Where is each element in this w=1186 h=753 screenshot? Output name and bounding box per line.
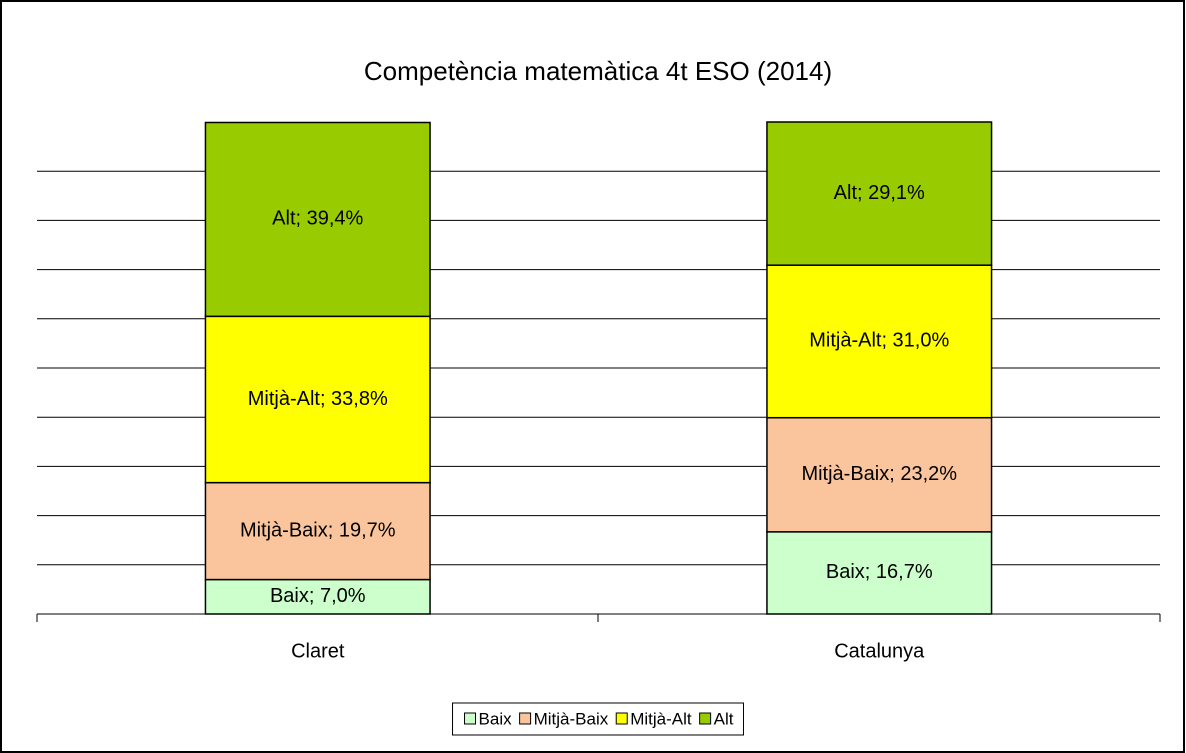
bar-segment [204,578,431,615]
data-label: Alt; 39,4% [272,208,363,230]
legend-label: Mitjà-Baix [534,709,609,728]
data-label: Alt; 29,1% [834,182,925,204]
legend-label: Mitjà-Alt [630,709,692,728]
legend-box [452,702,744,736]
bar-segment [766,416,993,533]
bar-segment [204,481,431,581]
chart-title: Competència matemàtica 4t ESO (2014) [364,56,832,86]
bar-segment [204,121,431,318]
legend-swatch [615,712,628,725]
bar-segment [766,264,993,419]
x-tick-label: Catalunya [834,640,925,662]
legend-swatch [699,712,712,725]
data-label: Mitjà-Alt; 31,0% [809,330,949,352]
bar-segment [204,315,431,484]
data-label: Mitjà-Alt; 33,8% [248,388,388,410]
legend-label: Baix [479,709,513,728]
data-label: Mitjà-Baix; 23,2% [801,463,957,485]
x-tick-label: Claret [291,640,345,662]
data-label: Baix; 7,0% [270,585,366,607]
legend-label: Alt [714,709,734,728]
data-label: Mitjà-Baix; 19,7% [240,519,396,541]
bar-segment [766,121,993,266]
bar-segment [766,531,993,615]
legend-swatch [464,712,477,725]
data-label: Baix; 16,7% [826,561,933,583]
legend-swatch [519,712,532,725]
legend: Baix Mitjà-Baix Mitjà-Alt Alt [452,702,744,736]
